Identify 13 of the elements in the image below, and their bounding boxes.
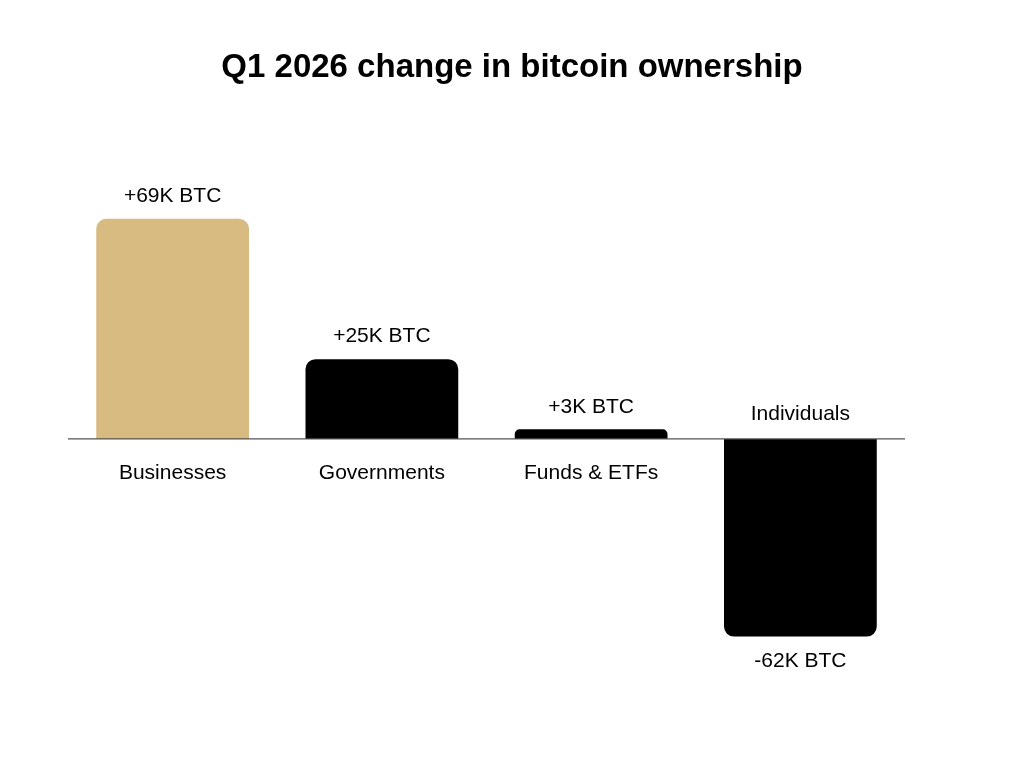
data-label: -62K BTC bbox=[754, 647, 847, 671]
x-tick-label: Funds & ETFs bbox=[524, 460, 659, 484]
x-tick-label: Individuals bbox=[750, 401, 850, 425]
bar bbox=[96, 218, 249, 439]
data-label: +25K BTC bbox=[333, 323, 431, 347]
data-label: +69K BTC bbox=[123, 183, 222, 207]
x-tick-label: Governments bbox=[318, 460, 445, 484]
bar bbox=[305, 359, 459, 439]
bar bbox=[724, 438, 877, 637]
x-tick-label: Businesses bbox=[118, 460, 227, 484]
chart-title: Q1 2026 change in bitcoin ownership bbox=[221, 47, 803, 85]
bar bbox=[514, 429, 668, 439]
data-label: +3K BTC bbox=[548, 393, 635, 417]
